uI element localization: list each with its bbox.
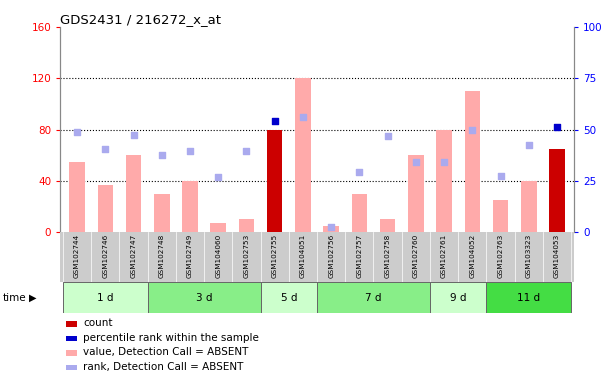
Bar <box>352 194 367 232</box>
Bar <box>430 282 486 313</box>
Bar <box>323 226 339 232</box>
Bar <box>486 282 571 313</box>
Bar <box>295 78 311 232</box>
Point <box>552 124 562 130</box>
Text: GSM102763: GSM102763 <box>498 234 504 278</box>
Point <box>468 127 477 133</box>
Bar <box>239 220 254 232</box>
Bar <box>317 282 430 313</box>
Text: rank, Detection Call = ABSENT: rank, Detection Call = ABSENT <box>83 362 243 372</box>
Text: GSM102749: GSM102749 <box>187 234 193 278</box>
Text: 7 d: 7 d <box>365 293 382 303</box>
Point <box>213 174 223 180</box>
Bar <box>436 130 452 232</box>
Bar <box>261 282 317 313</box>
Text: GSM102744: GSM102744 <box>74 234 80 278</box>
Point <box>524 142 534 148</box>
Point <box>157 152 166 158</box>
Text: GSM104051: GSM104051 <box>300 234 306 278</box>
Text: GSM104053: GSM104053 <box>554 234 560 278</box>
Point <box>129 132 138 138</box>
Text: GDS2431 / 216272_x_at: GDS2431 / 216272_x_at <box>60 13 221 26</box>
Bar <box>148 282 261 313</box>
Text: GSM104052: GSM104052 <box>469 234 475 278</box>
Bar <box>126 155 141 232</box>
Bar <box>465 91 480 232</box>
Text: GSM102748: GSM102748 <box>159 234 165 278</box>
Point <box>383 133 392 139</box>
Bar <box>408 155 424 232</box>
Text: GSM104060: GSM104060 <box>215 234 221 278</box>
Bar <box>182 181 198 232</box>
Point <box>298 114 308 120</box>
Point <box>185 148 195 154</box>
Point <box>439 159 449 165</box>
Point <box>355 169 364 175</box>
Text: GSM102760: GSM102760 <box>413 234 419 278</box>
Text: GSM102747: GSM102747 <box>130 234 136 278</box>
Point <box>411 159 421 165</box>
Text: GSM102746: GSM102746 <box>102 234 108 278</box>
Text: GSM102761: GSM102761 <box>441 234 447 278</box>
Text: ▶: ▶ <box>29 293 36 303</box>
Bar <box>267 130 282 232</box>
Point <box>72 129 82 135</box>
Text: value, Detection Call = ABSENT: value, Detection Call = ABSENT <box>83 347 248 357</box>
Text: 3 d: 3 d <box>196 293 212 303</box>
Text: percentile rank within the sample: percentile rank within the sample <box>83 333 259 343</box>
Point <box>496 173 505 179</box>
Text: GSM102753: GSM102753 <box>243 234 249 278</box>
Text: 1 d: 1 d <box>97 293 114 303</box>
Text: 5 d: 5 d <box>281 293 297 303</box>
Bar <box>154 194 169 232</box>
Bar <box>210 223 226 232</box>
Point <box>242 148 251 154</box>
Text: GSM102756: GSM102756 <box>328 234 334 278</box>
Bar <box>380 220 395 232</box>
Text: GSM102755: GSM102755 <box>272 234 278 278</box>
Text: GSM103323: GSM103323 <box>526 234 532 278</box>
Bar <box>69 162 85 232</box>
Bar <box>493 200 508 232</box>
Text: time: time <box>3 293 26 303</box>
Text: GSM102758: GSM102758 <box>385 234 391 278</box>
Text: GSM102757: GSM102757 <box>356 234 362 278</box>
Bar <box>549 149 565 232</box>
Point <box>326 224 336 230</box>
Point <box>270 118 279 124</box>
Text: count: count <box>83 318 112 328</box>
Text: 9 d: 9 d <box>450 293 466 303</box>
Bar <box>521 181 537 232</box>
Point <box>100 146 110 152</box>
Text: 11 d: 11 d <box>517 293 540 303</box>
Bar <box>63 282 148 313</box>
Bar <box>97 185 113 232</box>
